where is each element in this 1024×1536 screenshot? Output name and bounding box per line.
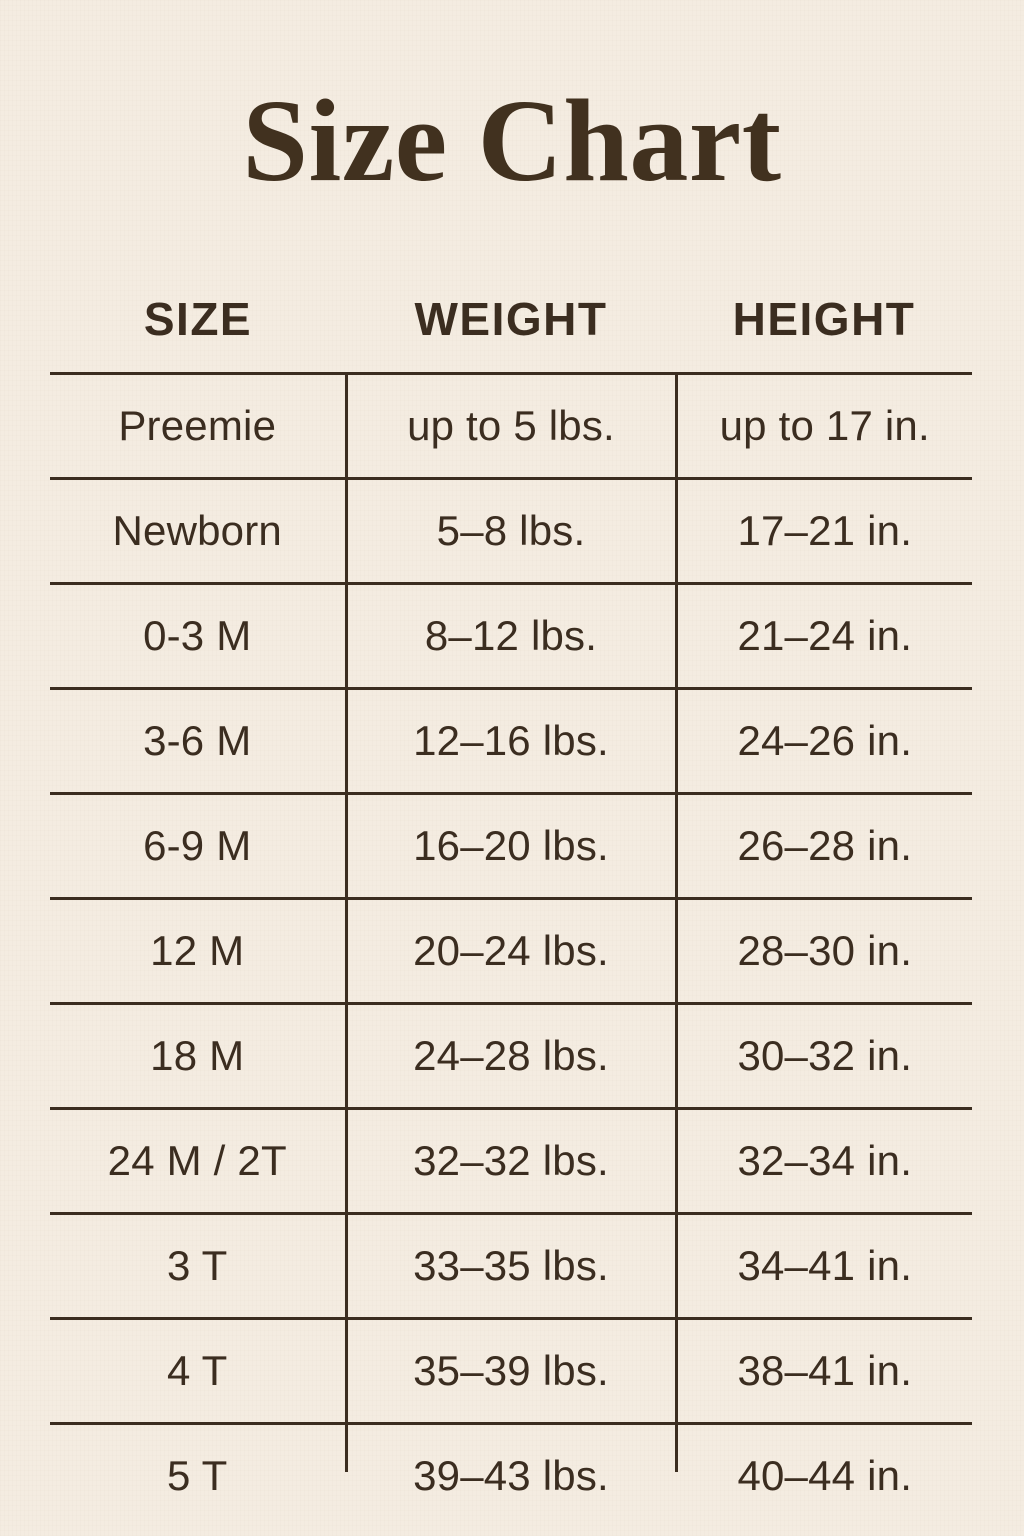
table-row: Newborn 5–8 lbs. 17–21 in. (50, 477, 972, 584)
cell-weight: 12–16 lbs. (346, 687, 678, 794)
cell-height: 21–24 in. (676, 582, 972, 689)
cell-height: 28–30 in. (676, 897, 972, 1004)
table-row: 3-6 M 12–16 lbs. 24–26 in. (50, 687, 972, 794)
cell-height: 38–41 in. (676, 1317, 972, 1424)
cell-size: 24 M / 2T (50, 1107, 348, 1214)
cell-weight: 5–8 lbs. (346, 477, 678, 584)
cell-height: 34–41 in. (676, 1212, 972, 1319)
cell-weight: 16–20 lbs. (346, 792, 678, 899)
cell-height: 26–28 in. (676, 792, 972, 899)
table-row: 3 T 33–35 lbs. 34–41 in. (50, 1212, 972, 1319)
cell-weight: 32–32 lbs. (346, 1107, 678, 1214)
column-divider-stub-right (675, 1394, 678, 1472)
size-chart-table: SIZE WEIGHT HEIGHT Preemie up to 5 lbs. … (50, 272, 972, 1527)
cell-size: 0-3 M (50, 582, 348, 689)
cell-size: 4 T (50, 1317, 348, 1424)
cell-weight: 35–39 lbs. (346, 1317, 678, 1424)
table-row: 18 M 24–28 lbs. 30–32 in. (50, 1002, 972, 1109)
cell-weight: 39–43 lbs. (346, 1422, 676, 1527)
cell-height: 17–21 in. (676, 477, 972, 584)
cell-weight: up to 5 lbs. (346, 372, 678, 479)
cell-weight: 33–35 lbs. (346, 1212, 678, 1319)
cell-height: 30–32 in. (676, 1002, 972, 1109)
cell-size: Preemie (50, 372, 348, 479)
cell-size: 18 M (50, 1002, 348, 1109)
table-row: 24 M / 2T 32–32 lbs. 32–34 in. (50, 1107, 972, 1214)
cell-size: 3 T (50, 1212, 348, 1319)
table-row: Preemie up to 5 lbs. up to 17 in. (50, 372, 972, 479)
table-body: Preemie up to 5 lbs. up to 17 in. Newbor… (50, 372, 972, 1527)
column-header-weight: WEIGHT (414, 293, 608, 345)
table-row: 5 T 39–43 lbs. 40–44 in. (50, 1422, 972, 1527)
cell-size: 12 M (50, 897, 348, 1004)
cell-weight: 20–24 lbs. (346, 897, 678, 1004)
page-title: Size Chart (242, 75, 782, 206)
column-header-height: HEIGHT (732, 293, 916, 345)
cell-height: up to 17 in. (676, 372, 972, 479)
column-divider-stub-left (345, 1394, 348, 1472)
cell-weight: 24–28 lbs. (346, 1002, 678, 1109)
table-row: 12 M 20–24 lbs. 28–30 in. (50, 897, 972, 1004)
cell-size: 5 T (50, 1422, 346, 1527)
table-row: 6-9 M 16–20 lbs. 26–28 in. (50, 792, 972, 899)
header-row: SIZE WEIGHT HEIGHT (50, 272, 972, 374)
cell-weight: 8–12 lbs. (346, 582, 678, 689)
cell-size: 6-9 M (50, 792, 348, 899)
table-row: 0-3 M 8–12 lbs. 21–24 in. (50, 582, 972, 689)
cell-height: 40–44 in. (676, 1422, 972, 1527)
table-header: SIZE WEIGHT HEIGHT (50, 272, 972, 374)
table-row: 4 T 35–39 lbs. 38–41 in. (50, 1317, 972, 1424)
cell-size: 3-6 M (50, 687, 348, 794)
column-header-size: SIZE (143, 293, 253, 345)
cell-height: 24–26 in. (676, 687, 972, 794)
cell-height: 32–34 in. (676, 1107, 972, 1214)
cell-size: Newborn (50, 477, 348, 584)
